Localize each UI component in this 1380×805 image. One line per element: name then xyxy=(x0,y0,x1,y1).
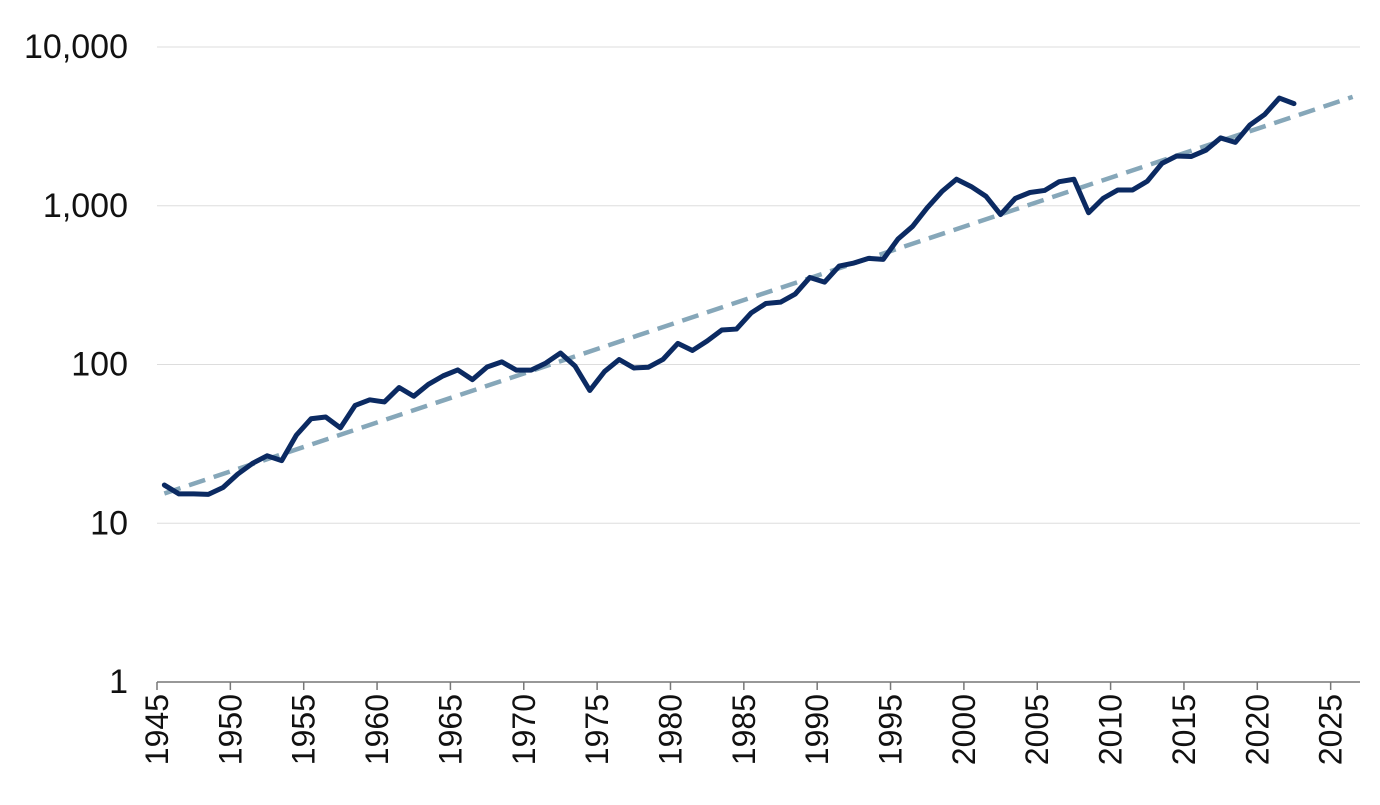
trend-line xyxy=(163,94,1354,496)
x-tick-label: 1985 xyxy=(726,694,762,765)
gridlines xyxy=(157,46,1360,524)
x-tick-label: 1995 xyxy=(873,694,909,765)
x-tick-label: 2020 xyxy=(1239,694,1275,765)
x-tick-label: 2025 xyxy=(1313,694,1349,765)
tick-labels: 1 10 100 1,000 10,000 1945 1950 1955 1960 1965 197… xyxy=(24,28,1349,765)
y-tick-label: 1 xyxy=(109,663,128,701)
x-tick-label: 1955 xyxy=(286,694,322,765)
y-tick-label: 10,000 xyxy=(24,28,128,66)
x-tick-label: 1990 xyxy=(799,694,835,765)
x-tick-label: 1965 xyxy=(432,694,468,765)
axes xyxy=(156,681,1360,690)
x-tick-label: 1975 xyxy=(579,694,615,765)
series-layer xyxy=(161,94,1354,497)
x-tick-label: 1945 xyxy=(139,694,175,765)
x-tick-label: 2005 xyxy=(1019,694,1055,765)
y-tick-label: 100 xyxy=(71,346,128,384)
x-tick-label: 2000 xyxy=(946,694,982,765)
series-line xyxy=(161,95,1297,497)
y-tick-label: 10 xyxy=(90,504,128,542)
x-tick-label: 1970 xyxy=(506,694,542,765)
x-tick-label: 1960 xyxy=(359,694,395,765)
x-tick-label: 1980 xyxy=(652,694,688,765)
y-tick-label: 1,000 xyxy=(43,187,128,225)
x-tick-label: 1950 xyxy=(212,694,248,765)
x-tick-label: 2015 xyxy=(1166,694,1202,765)
x-tick-label: 2010 xyxy=(1093,694,1129,765)
